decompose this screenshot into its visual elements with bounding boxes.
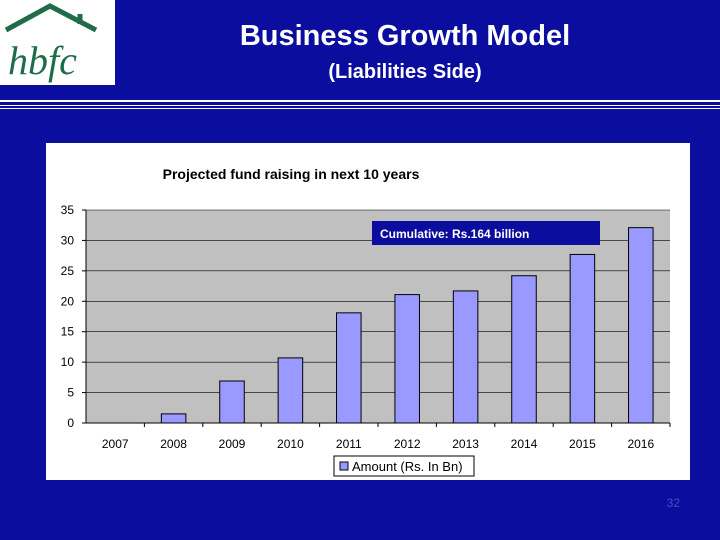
house-logo-icon: hbfc (4, 3, 98, 83)
bar (219, 380, 245, 424)
y-tick-label: 15 (61, 325, 75, 339)
x-tick-label: 2014 (511, 437, 538, 451)
y-tick-label: 5 (67, 386, 74, 400)
legend-box (333, 455, 475, 477)
x-tick-label: 2010 (277, 437, 304, 451)
x-tick-label: 2015 (569, 437, 596, 451)
x-tick-label: 2008 (160, 437, 187, 451)
y-tick-label: 30 (61, 233, 75, 247)
x-tick-label: 2009 (219, 437, 246, 451)
bar (336, 312, 362, 424)
y-tick-label: 20 (61, 294, 75, 308)
bar (277, 357, 304, 424)
chart-panel: Projected fund raising in next 10 years … (46, 143, 690, 480)
bar (628, 227, 654, 424)
legend-swatch (339, 461, 349, 471)
legend-label: Amount (Rs. In Bn) (352, 459, 463, 474)
header-divider-thin-1 (0, 105, 720, 106)
bar (452, 290, 479, 424)
hbfc-logo: hbfc (0, 0, 115, 85)
y-tick-label: 25 (61, 264, 75, 278)
y-tick-label: 35 (61, 203, 75, 217)
x-tick-label: 2011 (336, 437, 362, 451)
header-divider-thin-2 (0, 108, 720, 109)
logo-text: hbfc (8, 38, 77, 83)
x-tick-label: 2013 (452, 437, 479, 451)
chart-title: Projected fund raising in next 10 years (163, 166, 420, 182)
slide-title: Business Growth Model (239, 20, 571, 52)
bar (511, 275, 537, 424)
x-tick-label: 2007 (102, 437, 129, 451)
bar (394, 294, 420, 424)
cumulative-annotation-box (372, 221, 600, 245)
bar (160, 413, 187, 424)
header-divider-thick (0, 100, 720, 102)
page-number: 32 (666, 496, 680, 510)
bar (569, 253, 596, 424)
cumulative-annotation: Cumulative: Rs.164 billion (380, 227, 529, 241)
x-tick-label: 2016 (627, 437, 654, 451)
bar-chart: Projected fund raising in next 10 years … (61, 166, 671, 477)
slide-subtitle: (Liabilities Side) (328, 61, 482, 83)
x-tick-label: 2012 (394, 437, 421, 451)
y-tick-label: 0 (67, 416, 74, 430)
y-tick-label: 10 (61, 355, 75, 369)
